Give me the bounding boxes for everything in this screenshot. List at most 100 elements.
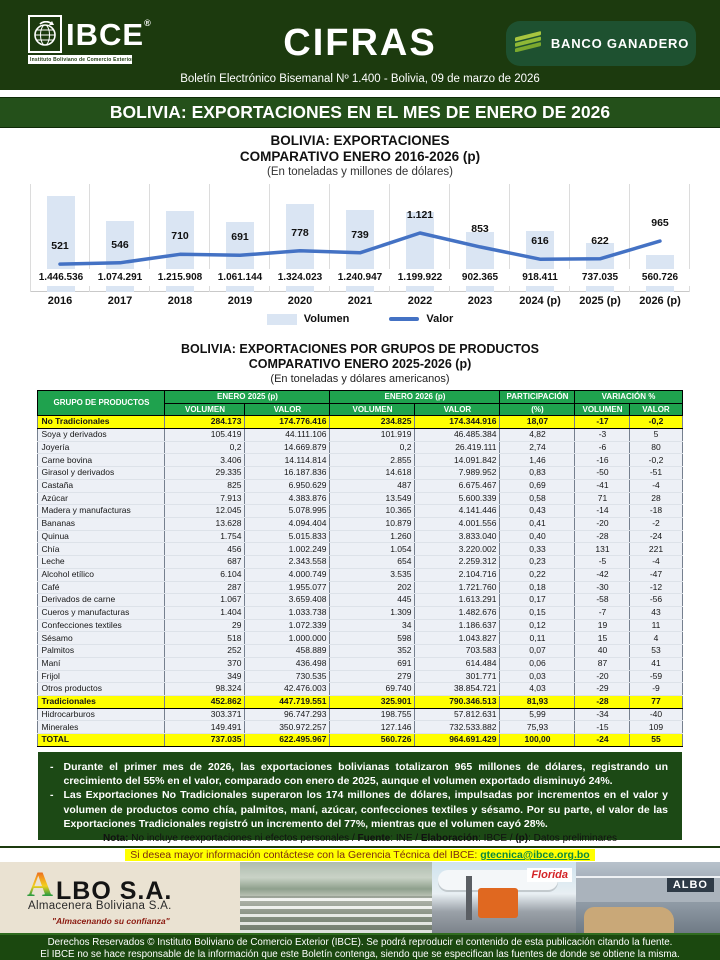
- table-section: BOLIVIA: EXPORTACIONES POR GRUPOS DE PRO…: [0, 342, 720, 747]
- cell-val26: 301.771: [414, 670, 501, 684]
- chart-column: 1.199.922: [390, 184, 450, 293]
- volume-data-label: 560.726: [630, 269, 690, 287]
- cell-val25: 16.187.836: [244, 466, 331, 480]
- value-data-label: 691: [231, 231, 249, 244]
- chart-column: 1.446.536: [30, 184, 91, 293]
- cell-v26: 2.855: [329, 453, 416, 468]
- source-note: Nota: No incluye reexportaciones ni efec…: [0, 833, 720, 844]
- volume-data-label: 1.446.536: [31, 269, 91, 287]
- albo-ad-banner[interactable]: A LBO S.A. Almacenera Boliviana S.A. "Al…: [0, 862, 720, 933]
- forklift-mast-shape: [466, 876, 472, 920]
- ibce-wordmark: IBCE®: [66, 16, 152, 52]
- cell-v25: 98.324: [164, 682, 246, 696]
- cell-val25: 4.094.404: [244, 517, 331, 531]
- cell-v25: 518: [164, 631, 246, 646]
- footer-line1: Derechos Reservados © Instituto Bolivian…: [47, 937, 673, 948]
- albo-rainbow-a-icon: A: [26, 864, 56, 904]
- cell-varval: 80: [629, 441, 683, 455]
- cell-varval: 55: [629, 733, 683, 747]
- chart-column: 902.365: [450, 184, 510, 293]
- cell-v26: 487: [329, 479, 416, 493]
- note-text: Durante el primer mes de 2026, las expor…: [63, 761, 669, 788]
- table-row: Café 287 1.955.077 202 1.721.760 0,18 -30 -12: [37, 581, 683, 595]
- cell-varval: 77: [629, 695, 683, 709]
- value-data-label: 546: [111, 238, 129, 251]
- cell-val26: 26.419.111: [414, 441, 501, 455]
- highlights-box: - Durante el primer mes de 2026, las expo…: [38, 752, 682, 840]
- cell-varval: -40: [629, 708, 683, 722]
- cell-varval: 5: [629, 428, 683, 442]
- cell-part: 4,82: [499, 428, 576, 442]
- cell-varval: 11: [629, 619, 683, 633]
- albo-logo-panel: A LBO S.A. Almacenera Boliviana S.A. "Al…: [0, 862, 240, 933]
- cell-varv: 40: [574, 644, 631, 658]
- source-note-segment: Fuente: [357, 833, 391, 844]
- x-axis-label: 2018: [167, 295, 193, 308]
- cell-varv: -42: [574, 568, 631, 582]
- cell-varv: -20: [574, 670, 631, 684]
- cell-label: Alcohol etílico: [37, 568, 166, 582]
- footer-line2: El IBCE no se hace responsable de la inf…: [40, 949, 680, 960]
- products-table-header: GRUPO DE PRODUCTOS ENERO 2025 (p) ENERO …: [37, 389, 683, 417]
- table-summary-row: No Tradicionales 284.173 174.776.416 234.82…: [37, 415, 683, 429]
- table-row: Alcohol etílico 6.104 4.000.749 3.535 2.104.…: [37, 568, 683, 582]
- svg-text:A: A: [27, 867, 53, 899]
- cell-v25: 13.628: [164, 517, 246, 531]
- cell-v25: 284.173: [164, 415, 246, 429]
- cell-val26: 2.104.716: [414, 568, 501, 582]
- table-row: Madera y manufacturas 12.045 5.078.995 10.3…: [37, 504, 683, 518]
- col-header-var-volumen: VOLUMEN: [574, 402, 631, 417]
- table-row: Maní 370 436.498 691 614.484 0,06 87 41: [37, 657, 683, 671]
- cell-varv: 19: [574, 619, 631, 633]
- note-text: Las Exportaciones No Tradicionales super…: [63, 789, 669, 830]
- cell-part: 81,93: [499, 695, 576, 709]
- cell-val25: 1.002.249: [244, 542, 331, 557]
- value-data-label: 710: [171, 230, 189, 243]
- cell-varv: 131: [574, 542, 631, 557]
- contact-email-link[interactable]: gtecnica@ibce.org.bo: [480, 849, 590, 861]
- source-note-segment: : Datos preliminares: [528, 833, 618, 844]
- cell-val26: 5.600.339: [414, 492, 501, 506]
- x-axis-label: 2026 (p): [639, 295, 681, 308]
- cell-val25: 5.078.995: [244, 504, 331, 518]
- registered-mark: ®: [144, 17, 152, 28]
- volume-data-label: 1.324.023: [270, 269, 330, 287]
- source-note-segment: Elaboración: [420, 833, 479, 844]
- table-row: Minerales 149.491 350.972.257 127.146 732.53…: [37, 720, 683, 735]
- volume-data-label: 1.215.908: [150, 269, 210, 287]
- table-row: Castaña 825 6.950.629 487 6.675.467 0,69 -41 -4: [37, 479, 683, 493]
- col-header-group: GRUPO DE PRODUCTOS: [37, 389, 166, 417]
- cell-val25: 6.950.629: [244, 479, 331, 493]
- cell-varval: -2: [629, 517, 683, 531]
- cell-label: Palmitos: [37, 644, 166, 658]
- contact-line: Si desea mayor información contáctese co…: [0, 849, 720, 861]
- x-axis-label: 2021: [347, 295, 373, 308]
- table-row: Bananas 13.628 4.094.404 10.879 4.001.556 0,4…: [37, 517, 683, 531]
- cell-val26: 3.220.002: [414, 542, 501, 557]
- x-axis-label: 2023: [467, 295, 493, 308]
- cell-val25: 458.889: [244, 644, 331, 658]
- cell-val25: 3.659.408: [244, 593, 331, 607]
- table-summary-row: TOTAL 737.035 622.495.967 560.726 964.691.42…: [37, 733, 683, 747]
- chart-column: 737.035: [570, 184, 630, 293]
- cell-label: Derivados de carne: [37, 593, 166, 607]
- volume-data-label: 737.035: [570, 269, 630, 287]
- cell-val26: 174.344.916: [414, 415, 501, 429]
- cell-varv: -17: [574, 415, 631, 429]
- cell-v25: 452.862: [164, 695, 246, 709]
- cell-part: 0,03: [499, 670, 576, 684]
- cell-v26: 1.054: [329, 542, 416, 557]
- table-row: Girasol y derivados 29.335 16.187.836 14.61…: [37, 466, 683, 480]
- cell-label: Confecciones textiles: [37, 619, 166, 633]
- source-note-segment: No incluye reexportaciones ni efectos pe…: [128, 833, 358, 844]
- cell-val26: 3.833.040: [414, 530, 501, 544]
- table-subtitle: (En toneladas y dólares americanos): [270, 373, 450, 385]
- cell-v26: 234.825: [329, 415, 416, 429]
- cell-v25: 349: [164, 670, 246, 684]
- cell-part: 2,74: [499, 441, 576, 455]
- cell-v25: 29.335: [164, 466, 246, 480]
- cell-label: Chía: [37, 542, 166, 557]
- table-summary-row: Tradicionales 452.862 447.719.551 325.901 79…: [37, 695, 683, 709]
- cell-v26: 69.740: [329, 682, 416, 696]
- cell-v25: 687: [164, 555, 246, 569]
